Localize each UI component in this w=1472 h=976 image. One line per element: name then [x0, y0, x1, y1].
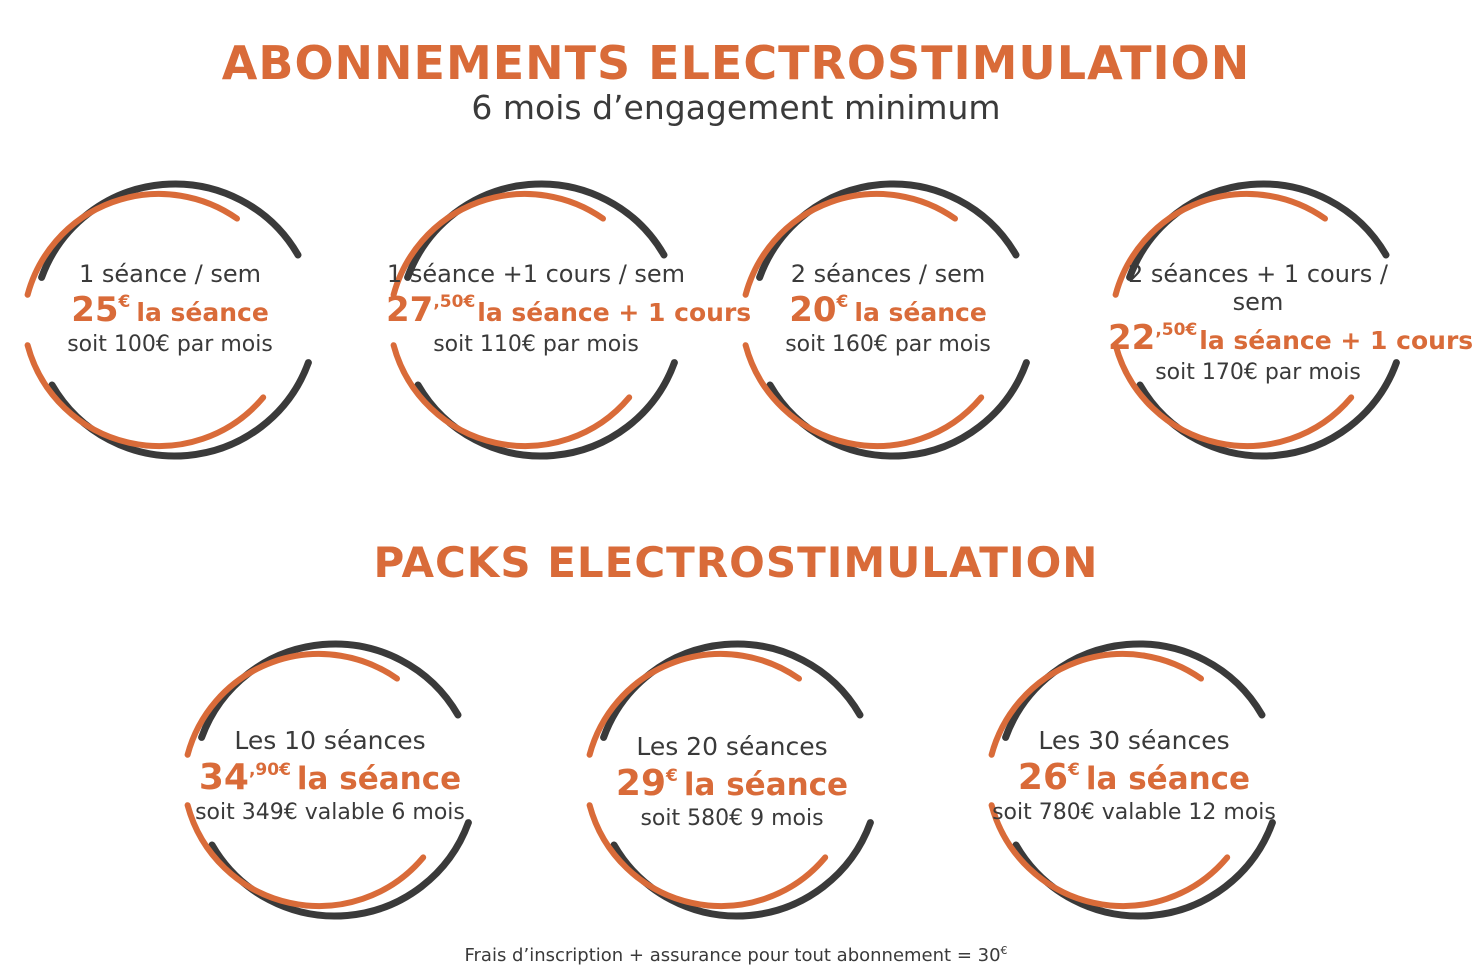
pack-name: Les 10 séances — [234, 726, 426, 755]
price-value: 29 — [615, 763, 667, 804]
ring-arc-orange-top — [24, 191, 240, 298]
subscription-card: 1 séance / sem 25€ la séance soit 100€ pa… — [20, 162, 320, 482]
subscription-card: 2 séances + 1 cours / sem 22,50€la séanc… — [1108, 162, 1472, 482]
ring-arc-orange-bottom — [390, 342, 633, 449]
ring-arc-orange-bottom — [184, 802, 427, 909]
pack-total: soit 349€ valable 6 mois — [195, 800, 465, 825]
ring-arc-orange-top — [742, 191, 958, 298]
ring-arc-dark-top — [756, 180, 1020, 281]
pack-card: Les 30 séances 26€ la séance soit 780€ va… — [984, 622, 1284, 942]
subscription-card: 1 séance +1 cours / sem 27,50€la séance … — [386, 162, 751, 482]
price-superscript: € — [118, 292, 131, 312]
footer-text: Frais d’inscription + assurance pour tou… — [464, 945, 1001, 966]
packs-section-title: PACKS ELECTROSTIMULATION — [373, 538, 1099, 587]
footer-note: Frais d’inscription + assurance pour tou… — [0, 944, 1472, 966]
price-unit-label: la séance — [296, 761, 462, 797]
price-superscript: € — [666, 766, 678, 786]
price-superscript: ,50€ — [433, 292, 476, 312]
price-unit-label: la séance — [136, 298, 269, 327]
ring-arc-dark-top — [38, 180, 302, 281]
pack-price: 26€ la séance — [984, 757, 1284, 798]
ring-arc-dark-top — [1126, 180, 1390, 281]
price-superscript: ,50€ — [1155, 320, 1198, 340]
pack-price: 29€ la séance — [582, 763, 882, 804]
ring-arc-dark-top — [198, 640, 462, 741]
pack-name: Les 20 séances — [636, 732, 828, 761]
card-monthly-total: soit 160€ par mois — [785, 332, 991, 357]
card-price: 22,50€la séance + 1 cours — [1108, 318, 1472, 358]
ring-decoration — [586, 640, 874, 920]
card-monthly-total: soit 170€ par mois — [1155, 360, 1361, 385]
card-price: 27,50€la séance + 1 cours — [386, 290, 751, 330]
card-price: 20€ la séance — [738, 290, 1038, 330]
page-subtitle: 6 mois d’engagement minimum — [471, 88, 1001, 127]
card-frequency: 2 séances / sem — [790, 260, 986, 288]
ring-decoration — [390, 180, 678, 460]
ring-arc-orange-bottom — [24, 342, 267, 449]
ring-arc-orange-bottom — [1112, 342, 1355, 449]
ring-arc-dark-top — [1002, 640, 1266, 741]
card-frequency: 2 séances + 1 cours / sem — [1128, 260, 1388, 316]
pack-price: 34,90€ la séance — [180, 757, 480, 798]
price-value: 34 — [198, 757, 249, 798]
ring-arc-orange-bottom — [586, 802, 829, 909]
ring-arc-orange-top — [586, 651, 802, 758]
subscription-card: 2 séances / sem 20€ la séance soit 160€ p… — [738, 162, 1038, 482]
page-title: ABONNEMENTS ELECTROSTIMULATION — [221, 36, 1251, 90]
price-value: 27 — [386, 290, 434, 330]
price-unit-label: la séance + 1 cours — [477, 298, 752, 327]
ring-arc-orange-top — [1112, 191, 1328, 298]
price-value: 25 — [71, 290, 119, 330]
price-superscript: € — [1068, 760, 1080, 780]
ring-arc-orange-top — [390, 191, 606, 298]
pack-card: Les 10 séances 34,90€ la séance soit 349€… — [180, 622, 480, 942]
price-superscript: ,90€ — [248, 760, 291, 780]
price-superscript: € — [836, 292, 849, 312]
ring-decoration — [1112, 180, 1400, 460]
price-value: 26 — [1017, 757, 1069, 798]
ring-arc-orange-top — [988, 651, 1204, 758]
price-unit-label: la séance + 1 cours — [1199, 326, 1472, 355]
pack-total: soit 780€ valable 12 mois — [992, 800, 1276, 825]
footer-currency: € — [1000, 944, 1008, 957]
price-unit-label: la séance — [854, 298, 987, 327]
pack-name: Les 30 séances — [1038, 726, 1230, 755]
card-frequency: 1 séance +1 cours / sem — [386, 260, 686, 288]
pack-total: soit 580€ 9 mois — [640, 806, 824, 831]
ring-arc-orange-bottom — [742, 342, 985, 449]
pack-card: Les 20 séances 29€ la séance soit 580€ 9 … — [582, 622, 882, 942]
ring-arc-dark-top — [600, 640, 864, 741]
card-monthly-total: soit 100€ par mois — [67, 332, 273, 357]
price-value: 20 — [789, 290, 837, 330]
price-unit-label: la séance — [1085, 761, 1251, 797]
card-monthly-total: soit 110€ par mois — [433, 332, 639, 357]
price-unit-label: la séance — [683, 767, 849, 803]
ring-decoration — [988, 640, 1276, 920]
card-frequency: 1 séance / sem — [78, 260, 262, 288]
price-value: 22 — [1108, 318, 1156, 358]
ring-arc-orange-bottom — [988, 802, 1231, 909]
ring-decoration — [742, 180, 1030, 460]
ring-decoration — [184, 640, 472, 920]
ring-arc-dark-top — [404, 180, 668, 281]
ring-arc-orange-top — [184, 651, 400, 758]
ring-decoration — [24, 180, 312, 460]
card-price: 25€ la séance — [20, 290, 320, 330]
